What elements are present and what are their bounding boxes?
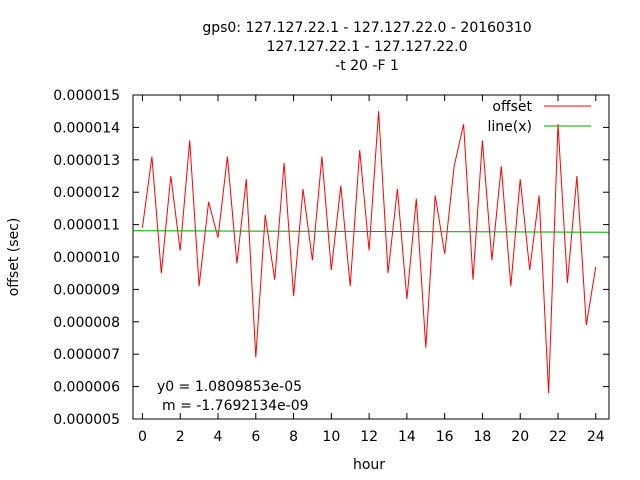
series-line-offset [141,111,597,394]
legend-label-offset: offset [492,99,532,115]
x-tick-label: 6 [251,429,260,445]
y-tick-label: 0.000010 [53,250,120,266]
y-axis-label: offset (sec) [6,218,22,297]
plot-frame [132,94,610,420]
y-tick-label: 0.000012 [53,185,120,201]
annotation-m: m = -1.7692134e-09 [162,398,309,414]
y-tick-label: 0.000011 [53,218,120,234]
y-tick-label: 0.000005 [53,412,120,428]
series-layer [132,111,610,394]
y-tick-label: 0.000009 [53,282,120,298]
annotation-y0: y0 = 1.0809853e-05 [157,379,302,395]
y-tick-label: 0.000006 [53,380,120,396]
x-tick-label: 2 [176,429,185,445]
x-tick-label: 18 [474,429,492,445]
y-tick-label: 0.000008 [53,315,120,331]
x-tick-label: 14 [398,429,416,445]
legend-label-linex: line(x) [488,119,532,135]
x-axis-label: hour [353,457,385,473]
legend: offset line(x) [488,99,591,135]
chart-title-line-3: -t 20 -F 1 [335,58,399,74]
chart-title-line-2: 127.127.22.1 - 127.127.22.0 [267,39,468,55]
y-tick-label: 0.000015 [53,88,120,104]
x-tick-label: 4 [214,429,223,445]
ticks-layer: 0 2 4 6 8 10 12 14 16 18 20 22 240.0000050.0000060.0… [53,88,609,445]
x-tick-label: 0 [138,429,147,445]
chart-title-line-1: gps0: 127.127.22.1 - 127.127.22.0 - 2016… [202,20,531,36]
x-tick-label: 10 [322,429,340,445]
y-tick-label: 0.000013 [53,153,120,169]
x-tick-label: 24 [587,429,605,445]
x-tick-label: 22 [549,429,567,445]
series-line-linex [132,230,610,233]
x-tick-label: 8 [289,429,298,445]
y-tick-label: 0.000007 [53,347,120,363]
x-tick-label: 16 [436,429,454,445]
y-tick-label: 0.000014 [53,120,120,136]
x-tick-label: 20 [511,429,529,445]
x-tick-label: 12 [360,429,378,445]
